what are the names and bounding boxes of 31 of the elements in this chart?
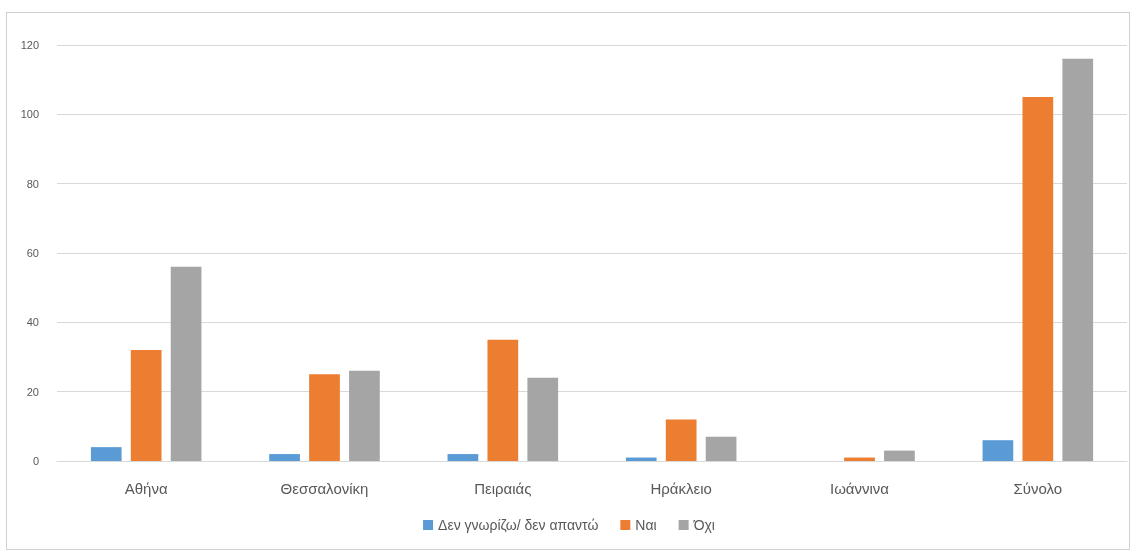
y-tick-label: 40	[26, 316, 39, 329]
bar	[90, 447, 122, 461]
bar	[349, 370, 380, 461]
x-tick-label: Ιωάννινα	[829, 480, 890, 497]
bar	[705, 436, 737, 461]
x-tick-label: Ηράκλειο	[650, 480, 712, 497]
bar	[884, 450, 915, 461]
y-tick-label: 100	[20, 108, 39, 121]
bar	[1062, 58, 1094, 461]
bar	[170, 266, 202, 461]
bar	[527, 377, 559, 461]
bar	[269, 454, 300, 461]
bar	[309, 374, 340, 461]
legend-label: Όχι	[692, 517, 715, 533]
y-tick-label: 60	[26, 247, 39, 259]
bar	[487, 339, 519, 461]
y-tick-label: 20	[26, 385, 39, 398]
y-tick-label: 120	[20, 39, 39, 51]
bar	[665, 419, 697, 461]
x-tick-label: Θεσσαλονίκη	[280, 480, 369, 497]
y-tick-label: 80	[26, 177, 39, 190]
legend-label: Δεν γνωρίζω/ δεν απαντώ	[438, 517, 599, 533]
bar	[1022, 97, 1054, 461]
x-tick-label: Πειραιάς	[474, 480, 532, 497]
bar	[447, 454, 479, 461]
legend-label: Ναι	[635, 517, 657, 533]
x-tick-label: Αθήνα	[124, 480, 168, 497]
x-tick-label: Σύνολο	[1013, 480, 1063, 497]
bar	[982, 440, 1014, 461]
y-tick-label: 0	[32, 455, 39, 467]
bar	[130, 350, 162, 461]
